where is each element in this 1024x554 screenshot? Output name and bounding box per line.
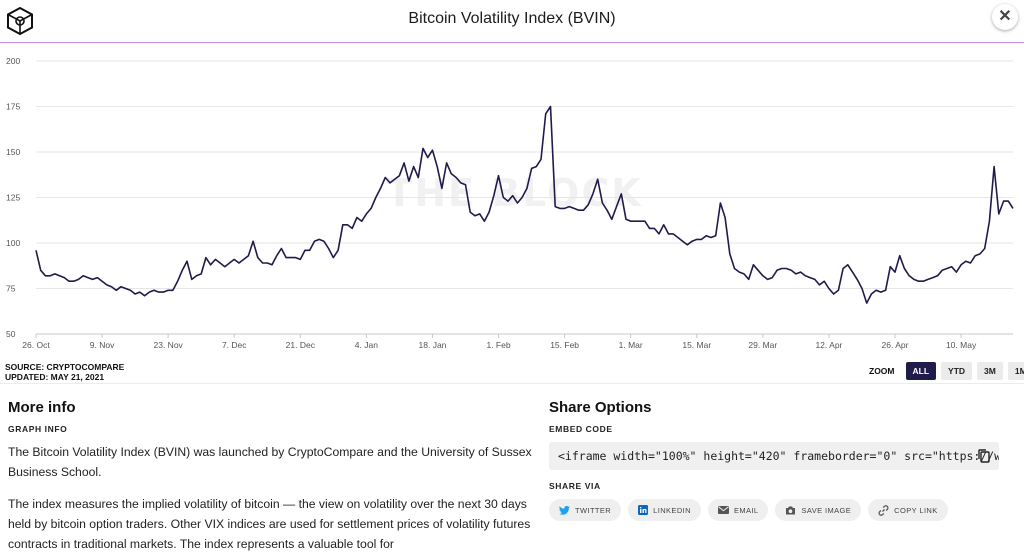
email-label: EMAIL	[733, 505, 759, 515]
x-tick-label-7: 1. Feb	[486, 340, 510, 350]
x-tick-label-6: 18. Jan	[419, 340, 447, 350]
x-tick-label-1: 9. Nov	[90, 340, 115, 350]
y-tick-label-125: 125	[6, 193, 20, 203]
x-tick-label-12: 12. Apr	[815, 340, 842, 350]
y-tick-label-175: 175	[6, 102, 20, 112]
copy-link-label: COPY LINK	[894, 505, 938, 515]
twitter-label: TWITTER	[575, 505, 612, 515]
volatility-line-chart: THE BLOCK 50 75 100 125 150 175 200 26. Oct 9. No…	[6, 56, 1014, 350]
zoom-3m-button[interactable]: 3M	[977, 362, 1003, 380]
info-paragraph-2: The index measures the implied volatilit…	[8, 497, 531, 551]
share-via-label: SHARE VIA	[549, 481, 601, 491]
save-image-label: SAVE IMAGE	[801, 505, 852, 515]
x-tick-label-8: 15. Feb	[550, 340, 579, 350]
share-buttons: TWITTER LINKEDIN EMAIL SAVE IMAGE COPY L…	[549, 499, 1019, 521]
zoom-1m-button[interactable]: 1M	[1007, 362, 1024, 380]
x-tick-label-10: 15. Mar	[682, 340, 711, 350]
series-line-0	[35, 105, 1014, 304]
embed-code-field[interactable]: <iframe width="100%" height="420" frameb…	[549, 442, 999, 470]
embed-code-text: <iframe width="100%" height="420" frameb…	[558, 449, 999, 463]
zoom-all-button[interactable]: ALL	[905, 362, 937, 380]
updated-label: UPDATED: MAY 21, 2021	[5, 372, 105, 382]
embed-code-label: EMBED CODE	[549, 424, 613, 434]
email-icon	[717, 506, 729, 514]
x-tick-label-13: 26. Apr	[882, 340, 909, 350]
zoom-controls: ZOOM ALL YTD 3M 1M	[869, 362, 1024, 380]
close-button[interactable]: ✕	[992, 4, 1018, 30]
y-tick-label-150: 150	[6, 147, 20, 157]
source-label: SOURCE: CRYPTOCOMPARE	[5, 362, 125, 372]
more-info-title: More info	[8, 399, 76, 416]
more-info-section: More info GRAPH INFO The Bitcoin Volatil…	[8, 399, 533, 554]
x-tick-label-9: 1. Mar	[619, 340, 643, 350]
link-icon	[878, 504, 889, 516]
share-options-section: Share Options EMBED CODE <iframe width="…	[549, 399, 1019, 521]
y-tick-label-50: 50	[6, 329, 16, 339]
x-tick-label-11: 29. Mar	[748, 340, 777, 350]
graph-info-label: GRAPH INFO	[8, 424, 68, 434]
info-paragraph-1: The Bitcoin Volatility Index (BVIN) was …	[8, 445, 532, 479]
watermark-text: THE BLOCK	[386, 171, 642, 215]
y-tick-label-100: 100	[6, 238, 20, 248]
zoom-ytd-button[interactable]: YTD	[941, 362, 973, 380]
copy-link-button[interactable]: COPY LINK	[868, 499, 948, 521]
x-tick-label-14: 10. May	[946, 340, 977, 350]
x-tick-label-2: 23. Nov	[154, 340, 184, 350]
linkedin-label: LINKEDIN	[653, 505, 691, 515]
x-tick-label-3: 7. Dec	[222, 340, 247, 350]
x-tick-label-5: 4. Jan	[355, 340, 378, 350]
twitter-share-button[interactable]: TWITTER	[549, 499, 622, 521]
zoom-label: ZOOM	[869, 366, 895, 376]
chart-header: Bitcoin Volatility Index (BVIN) ✕	[0, 0, 1024, 43]
copy-icon[interactable]	[977, 448, 991, 464]
the-block-logo-icon	[7, 6, 33, 36]
linkedin-share-button[interactable]: LINKEDIN	[628, 499, 701, 521]
camera-icon	[786, 506, 796, 514]
chart-title: Bitcoin Volatility Index (BVIN)	[408, 10, 616, 27]
linkedin-icon	[638, 505, 649, 515]
x-tick-label-0: 26. Oct	[22, 340, 50, 350]
save-image-button[interactable]: SAVE IMAGE	[775, 499, 862, 521]
twitter-icon	[559, 505, 570, 515]
y-tick-label-75: 75	[6, 284, 16, 294]
section-divider	[0, 383, 1024, 384]
x-tick-label-4: 21. Dec	[286, 340, 316, 350]
email-share-button[interactable]: EMAIL	[707, 499, 769, 521]
share-options-title: Share Options	[549, 399, 652, 416]
source-note: SOURCE: CRYPTOCOMPARE UPDATED: MAY 21, 2…	[5, 362, 124, 382]
close-icon: ✕	[998, 8, 1012, 25]
y-tick-label-200: 200	[6, 56, 20, 66]
